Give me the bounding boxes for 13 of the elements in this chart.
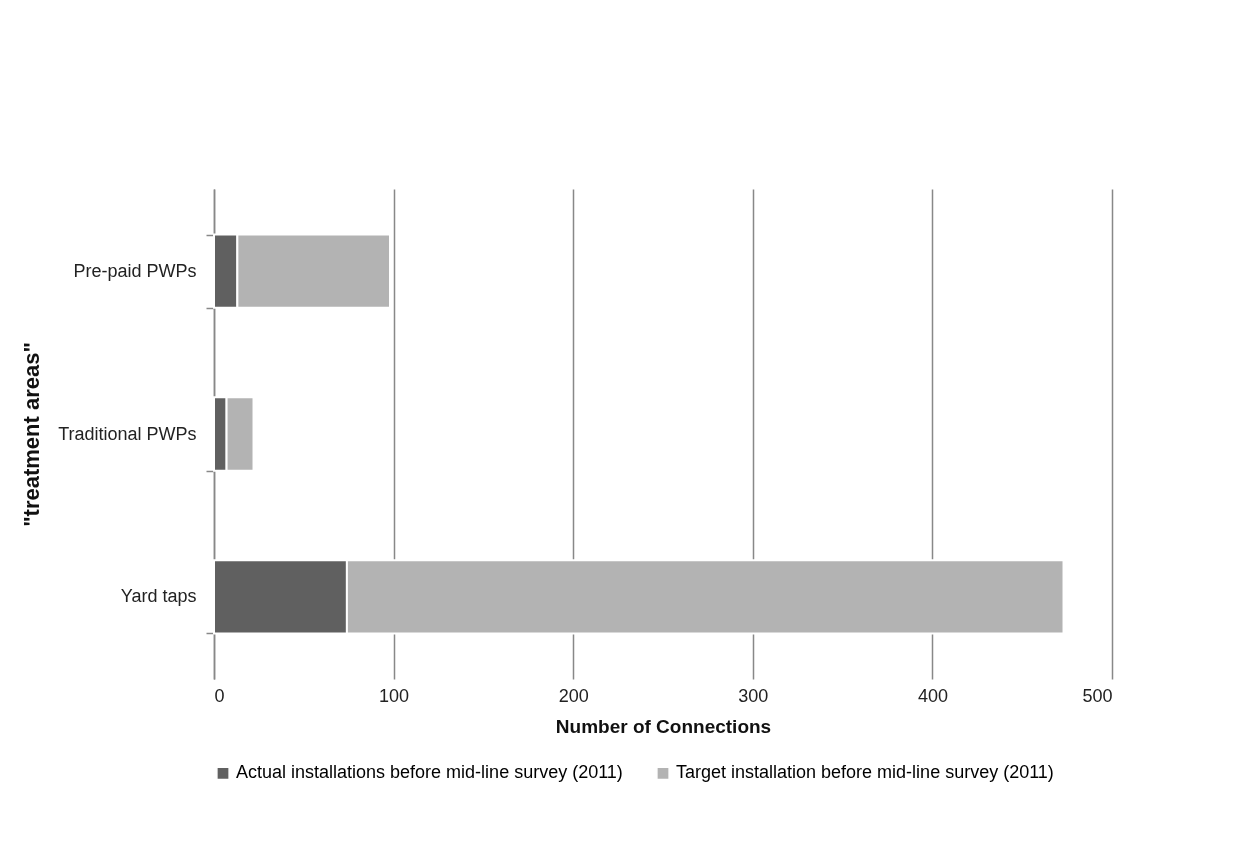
x-tick-label: 300 [738, 685, 769, 706]
y-tick-label: Pre-paid PWPs [73, 260, 197, 281]
x-tick-label: 200 [558, 685, 589, 706]
y-axis-title: "treatment areas" [19, 342, 45, 527]
x-tick-label: 100 [379, 685, 410, 706]
y-tick-label: Yard taps [120, 586, 197, 607]
x-tick-label: 500 [1082, 685, 1113, 706]
y-tick-label: Traditional PWPs [58, 423, 197, 444]
x-tick-label: 0 [214, 685, 225, 706]
x-axis-title: Number of Connections [555, 715, 772, 737]
x-tick-label: 400 [917, 685, 948, 706]
legend-label: Target installation before mid-line survey (2011) [676, 762, 1054, 783]
legend-label: Actual installations before mid-line survey (2011) [236, 762, 623, 783]
